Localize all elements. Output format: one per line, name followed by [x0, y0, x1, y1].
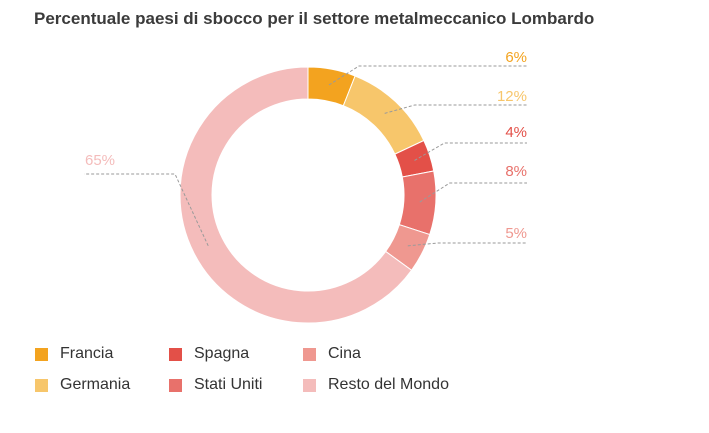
slice-germania [342, 75, 425, 155]
legend-item-cina: Cina [303, 345, 361, 363]
chart-title: Percentuale paesi di sbocco per il setto… [34, 9, 595, 28]
slice-resto-del-mondo [179, 66, 413, 324]
legend-item-germania: Germania [35, 376, 130, 394]
legend-label: Francia [60, 345, 114, 362]
data-label-cina: 5% [505, 225, 527, 242]
legend-label: Germania [60, 376, 131, 393]
legend-label: Cina [328, 345, 361, 362]
legend-swatch [303, 347, 316, 361]
leader-line-resto-del-mondo [84, 173, 209, 247]
slice-stati-uniti [398, 170, 437, 236]
leader-line-cina [407, 242, 527, 247]
legend-swatch [169, 378, 182, 392]
legend-label: Spagna [194, 345, 250, 362]
legend-item-resto-del-mondo: Resto del Mondo [303, 376, 449, 394]
legend-swatch [303, 378, 316, 392]
legend-item-francia: Francia [35, 345, 113, 363]
data-label-stati-uniti: 8% [505, 163, 527, 180]
data-label-resto-del-mondo: 65% [85, 152, 115, 169]
leader-line-francia [328, 65, 527, 86]
donut-chart: 6% 12% 4% 8% 5% 65% [84, 49, 527, 324]
legend-label: Stati Uniti [194, 376, 263, 393]
data-label-francia: 6% [505, 49, 527, 66]
legend-swatch [35, 347, 48, 361]
legend-item-stati-uniti: Stati Uniti [169, 376, 262, 394]
leader-line-germania [384, 104, 527, 114]
legend-swatch [169, 347, 182, 361]
legend: Francia Spagna Cina Germania Stati Uniti Rest… [35, 345, 505, 415]
legend-label: Resto del Mondo [328, 376, 449, 393]
data-label-spagna: 4% [505, 124, 527, 141]
legend-swatch [35, 378, 48, 392]
leader-line-spagna [414, 142, 527, 161]
legend-item-spagna: Spagna [169, 345, 249, 363]
leader-line-stati-uniti [419, 182, 527, 203]
data-label-germania: 12% [497, 88, 527, 105]
